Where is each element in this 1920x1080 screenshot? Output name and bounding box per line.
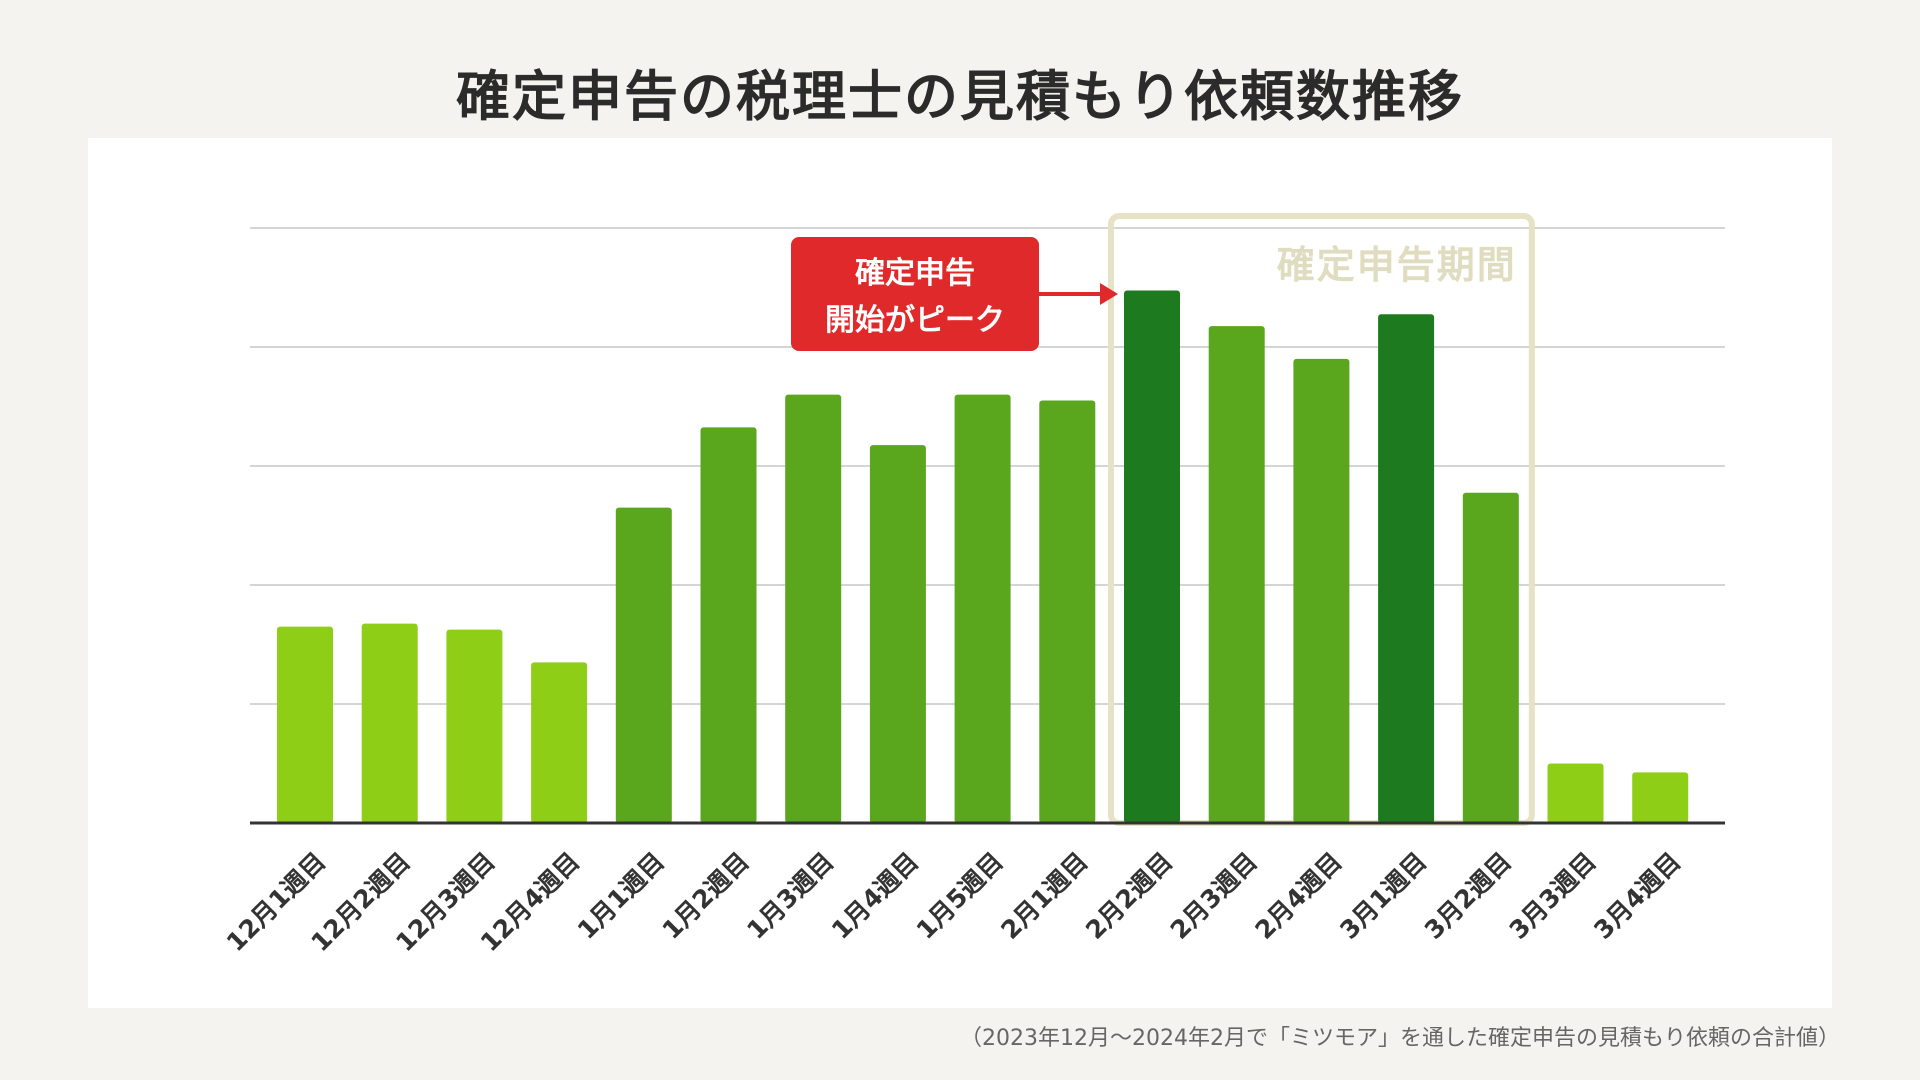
footnote: （2023年12月～2024年2月で「ミツモア」を通した確定申告の見積もり依頼の… <box>960 1026 1840 1051</box>
bar-13 <box>1293 358 1350 823</box>
bar-5 <box>615 507 672 823</box>
bar-3 <box>446 629 503 823</box>
x-tick-label-15: 3月2週目 <box>1419 847 1517 945</box>
x-tick-label-6: 1月2週目 <box>657 847 755 945</box>
bar-17 <box>1632 772 1689 823</box>
x-tick-label-9: 1月5週目 <box>911 847 1009 945</box>
callout-line2: 開始がピーク <box>825 303 1005 338</box>
bar-4 <box>531 662 588 823</box>
x-tick-label-13: 2月4週目 <box>1249 847 1347 945</box>
bar-2 <box>361 623 418 823</box>
callout-box <box>791 237 1039 351</box>
bar-16 <box>1547 763 1604 823</box>
bar-chart: 確定申告期間12月1週目12月2週目12月3週目12月4週目1月1週目1月2週目… <box>221 213 1725 957</box>
x-tick-label-7: 1月3週目 <box>741 847 839 945</box>
bar-10 <box>1039 400 1096 823</box>
bar-11 <box>1124 290 1180 824</box>
x-tick-label-14: 3月1週目 <box>1334 847 1432 945</box>
x-tick-label-11: 2月2週目 <box>1080 847 1178 945</box>
callout-arrow-head <box>1100 283 1118 305</box>
bar-14 <box>1378 314 1435 823</box>
bar-15 <box>1462 492 1519 823</box>
x-tick-label-10: 2月1週目 <box>995 847 1093 945</box>
x-tick-label-17: 3月4週目 <box>1588 847 1686 945</box>
bar-7 <box>785 394 842 823</box>
bar-9 <box>954 394 1011 823</box>
callout-line1: 確定申告 <box>855 256 975 291</box>
x-tick-label-5: 1月1週目 <box>572 847 670 945</box>
chart-title: 確定申告の税理士の見積もり依頼数推移 <box>456 65 1464 128</box>
x-tick-label-16: 3月3週目 <box>1504 847 1602 945</box>
bar-1 <box>277 626 333 823</box>
bar-6 <box>700 427 757 823</box>
bar-12 <box>1208 326 1265 823</box>
bar-8 <box>869 445 926 823</box>
chart-panel: 確定申告期間 12月1週目 12月2週目 12月3週目 12月4週目 1月1週目 1月2週目… <box>88 138 1832 1008</box>
x-tick-label-8: 1月4週目 <box>826 847 924 945</box>
period-label: 確定申告期間 <box>1277 243 1517 287</box>
x-tick-label-12: 2月3週目 <box>1165 847 1263 945</box>
